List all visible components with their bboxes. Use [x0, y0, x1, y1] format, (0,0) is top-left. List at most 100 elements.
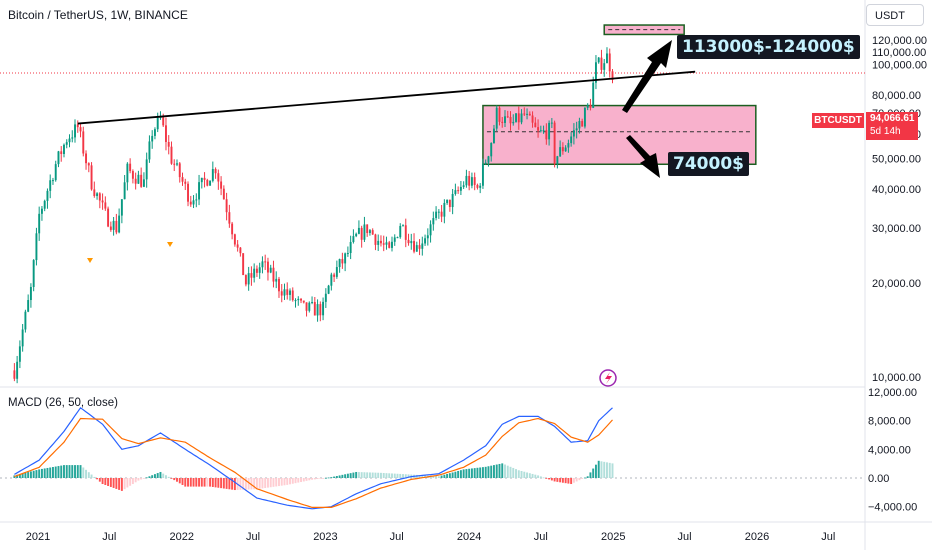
candle-body	[200, 177, 203, 183]
macd-histogram-bar	[123, 478, 126, 490]
candle-body	[426, 235, 429, 239]
candle-body	[145, 159, 148, 180]
time-axis-tick-label: Jul	[678, 531, 692, 543]
macd-histogram-bar	[316, 478, 319, 479]
macd-histogram-bar	[393, 473, 396, 478]
arrow-up	[622, 40, 672, 113]
macd-histogram-bar	[286, 478, 289, 485]
macd-histogram-bar	[470, 468, 473, 478]
macd-histogram-bar	[457, 470, 460, 478]
time-axis-tick-label: Jul	[821, 531, 835, 543]
candle-body	[451, 193, 454, 208]
candle-body	[346, 253, 349, 255]
candle-body	[24, 311, 27, 330]
candle-body	[131, 171, 134, 179]
candle-body	[233, 234, 236, 245]
currency-button[interactable]: USDT	[866, 4, 924, 26]
macd-histogram-bar	[76, 465, 79, 478]
macd-title: MACD (26, 50, close)	[8, 397, 118, 409]
candle-body	[74, 124, 76, 138]
macd-histogram-bar	[600, 461, 603, 478]
candle-body	[126, 163, 129, 183]
candle-body	[556, 156, 559, 164]
macd-histogram-bar	[82, 467, 85, 478]
candle-body	[231, 223, 234, 235]
candle-body	[537, 127, 540, 131]
candle-body	[250, 273, 253, 278]
candle-body	[407, 239, 410, 244]
candle-body	[278, 278, 280, 292]
candle-body	[153, 129, 156, 136]
resistance-trendline	[77, 70, 696, 125]
candle-body	[266, 261, 269, 273]
candle-body	[379, 240, 382, 244]
candle-body	[165, 125, 167, 142]
candle-body	[192, 200, 195, 205]
candle-body	[29, 286, 32, 301]
candle-body	[148, 141, 151, 160]
macd-histogram-bar	[140, 478, 143, 480]
time-axis-tick-label: 2025	[601, 531, 625, 543]
macd-histogram-bar	[454, 471, 457, 478]
macd-axis-tick-label: −4,000.00	[868, 502, 917, 514]
macd-histogram-bar	[448, 473, 451, 478]
macd-histogram-bar	[572, 478, 575, 483]
macd-histogram-bar	[54, 466, 57, 478]
candle-body	[578, 121, 581, 129]
macd-histogram-bar	[278, 478, 280, 487]
macd-histogram-bar	[162, 473, 165, 478]
candle-body	[198, 182, 201, 200]
macd-axis-tick-label: 4,000.00	[868, 444, 911, 456]
candle-body	[567, 143, 570, 148]
macd-line	[14, 406, 613, 510]
macd-histogram-bar	[333, 476, 336, 478]
candle-body	[217, 173, 220, 182]
candle-body	[322, 301, 325, 316]
candle-body	[440, 211, 443, 217]
macd-histogram-bar	[264, 478, 267, 489]
candle-body	[506, 116, 509, 118]
macd-histogram-bar	[167, 476, 170, 478]
candle-body	[300, 298, 302, 301]
candle-body	[68, 138, 71, 143]
candle-body	[261, 261, 264, 268]
candle-body	[291, 290, 294, 301]
candle-body	[289, 290, 291, 295]
macd-histogram-bar	[242, 478, 245, 490]
projection-arrows	[622, 40, 672, 178]
candle-body	[410, 241, 413, 244]
candle-body	[272, 267, 275, 282]
macd-histogram-bar	[51, 467, 54, 478]
macd-histogram-bar	[302, 478, 305, 482]
candle-body	[181, 177, 184, 182]
macd-histogram-bar	[368, 472, 371, 478]
signal-line	[14, 417, 613, 508]
macd-histogram-bar	[57, 466, 60, 478]
macd-histogram-bar	[319, 478, 322, 479]
candle-body	[239, 247, 242, 254]
candle-body	[484, 162, 487, 164]
macd-histogram-bar	[498, 463, 501, 478]
candle-body	[129, 163, 132, 172]
candle-body	[176, 163, 178, 165]
candle-body	[611, 71, 614, 80]
candle-body	[330, 274, 333, 286]
candle-body	[134, 178, 137, 184]
macd-histogram-bar	[16, 474, 19, 478]
macd-histogram-bar	[145, 477, 148, 479]
candle-body	[526, 113, 529, 115]
macd-histogram-bar	[142, 478, 145, 479]
macd-histogram-bar	[200, 478, 203, 487]
candle-body	[415, 245, 418, 252]
macd-histogram-bar	[291, 478, 294, 484]
macd-histogram-bar	[21, 473, 24, 478]
candle-body	[572, 130, 575, 137]
candle-body	[498, 107, 501, 122]
macd-histogram-bar	[465, 469, 468, 478]
candle-body	[49, 180, 52, 191]
candle-body	[424, 238, 427, 244]
price-axis-tick-label: 100,000.00	[872, 60, 927, 72]
macd-histogram-bar	[43, 468, 46, 478]
candle-body	[366, 224, 369, 234]
